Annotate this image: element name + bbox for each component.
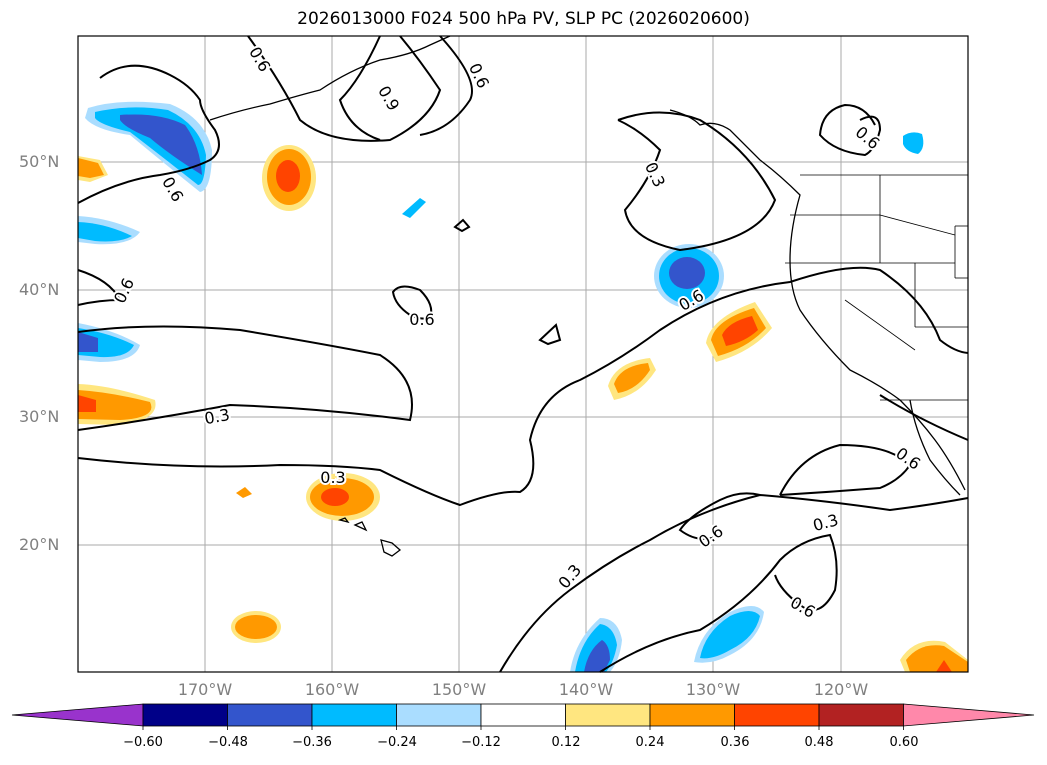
contour-line [77,266,969,507]
contour-line [247,35,442,142]
colorbar-tick-label: −0.60 [123,735,163,750]
colorbar-tick-label: 0.12 [551,735,581,750]
colorbar-segment [818,703,904,727]
colorbar-tick-label: −0.24 [377,735,417,750]
lon-label: 120°W [813,680,869,699]
pv-positive-blob [276,160,300,192]
colorbar-tick-label: 0.36 [720,735,750,750]
contour-line [77,325,413,431]
colorbar-segment [396,703,482,727]
coastline [353,521,368,532]
pv-negative-blob [402,198,426,218]
pv-positive-blob [236,487,252,498]
pv-shading [78,101,968,672]
contour-line [77,64,220,204]
contour-line [599,533,838,673]
pv-positive-blob [78,395,96,412]
chart-title: 2026013000 F024 500 hPa PV, SLP PC (2026… [297,9,750,29]
contour-line [678,492,761,540]
pv-negative-blob [584,640,610,672]
contour-line [617,111,777,252]
colorbar-tick-label: 0.24 [635,735,665,750]
lat-label: 20°N [19,535,60,554]
colorbar-segment [142,703,228,727]
contour-label: 0.9 [374,82,403,114]
colorbar-tick-label: 0.48 [804,735,834,750]
contour-line [391,285,433,320]
contour-label: 0.6 [695,521,727,551]
pv-negative-blob [669,257,705,289]
coastline [209,35,451,121]
contour-line [77,269,122,306]
colorbar-segment [311,703,397,727]
contour-line [818,103,882,157]
colorbar-tick-label: 0.60 [889,735,919,750]
pv-positive-blob [614,363,650,393]
pv-negative-blob [903,132,924,154]
contour-line [499,493,969,673]
contour-label: 0.3 [811,510,841,535]
lat-label: 50°N [19,152,60,171]
contour-line [338,35,381,141]
colorbar [11,703,1035,730]
political-borders [785,174,968,401]
contour-label: 0.3 [554,561,585,593]
contour-line [779,443,912,496]
coastline [909,399,961,496]
pv-negative-blob [78,332,98,352]
pv-negative-blob [700,611,760,659]
contour-label: 0.6 [245,43,274,75]
colorbar-segment [734,703,820,727]
colorbar-segment [649,703,735,727]
pv-positive-blob [78,390,152,420]
contour-labels: 0.6 0.9 0.6 0.6 0.3 0.6 0.6 0.6 0.6 0.3 … [108,41,926,623]
lon-label: 150°W [431,680,487,699]
coastline [337,517,350,524]
contour-line [419,35,473,136]
pv-positive-blob [235,615,277,639]
map-frame [77,35,969,673]
colorbar-extend-high [903,703,1035,727]
contour-label: 0.6 [892,443,924,473]
coastline [669,109,966,491]
lon-label: 170°W [177,680,233,699]
lon-label: 130°W [685,680,741,699]
lat-label: 40°N [19,280,60,299]
slp-contours [77,35,969,673]
colorbar-tick-label: −0.12 [461,735,501,750]
lon-label: 140°W [558,680,614,699]
lat-label: 30°N [19,407,60,426]
colorbar-segment [565,703,651,727]
coastline [380,539,402,557]
contour-label: 0.6 [465,60,493,91]
contour-label: 0.6 [852,122,884,153]
lon-label: 160°W [304,680,360,699]
colorbar-tick-label: −0.36 [292,735,332,750]
colorbar-extend-low [11,703,144,727]
contour-line [453,218,471,233]
pv-positive-blob [78,158,104,178]
coastline [209,35,966,557]
colorbar-segment [480,703,566,727]
pv-negative-blob [78,222,132,242]
pv-negative-blob [120,114,202,175]
colorbar-tick-label: −0.48 [208,735,248,750]
pv-positive-blob [906,645,968,672]
contour-label: 0.6 [409,310,434,329]
colorbar-segment [227,703,313,727]
contour-label: 0.3 [641,159,669,190]
contour-label: 0.3 [320,468,345,487]
contour-line [538,323,562,346]
pv-positive-blob [936,660,952,672]
pv-positive-blob [321,488,349,506]
contour-label: 0.6 [110,275,138,306]
pv-positive-blob [722,316,758,346]
contour-label: 0.3 [203,405,231,428]
